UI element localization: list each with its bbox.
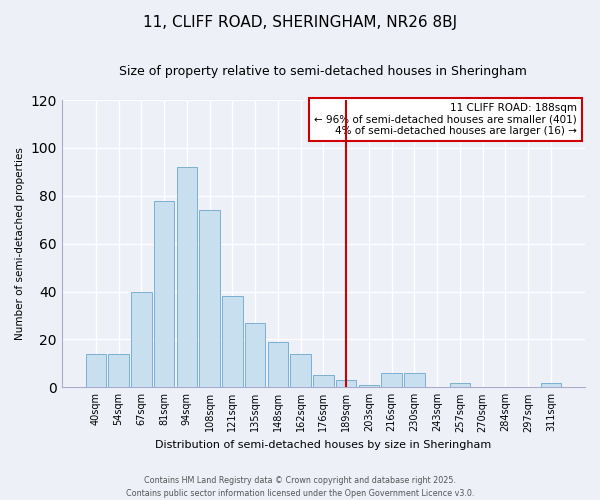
Y-axis label: Number of semi-detached properties: Number of semi-detached properties [15, 147, 25, 340]
Bar [86, 354, 106, 388]
Bar [290, 354, 311, 388]
Bar [382, 373, 402, 388]
Bar [109, 354, 129, 388]
Bar [541, 382, 561, 388]
Bar [176, 167, 197, 388]
Bar [154, 200, 175, 388]
Bar [359, 385, 379, 388]
Text: 11 CLIFF ROAD: 188sqm
← 96% of semi-detached houses are smaller (401)
4% of semi: 11 CLIFF ROAD: 188sqm ← 96% of semi-deta… [314, 103, 577, 136]
Bar [450, 382, 470, 388]
Bar [245, 322, 265, 388]
Text: Contains HM Land Registry data © Crown copyright and database right 2025.
Contai: Contains HM Land Registry data © Crown c… [126, 476, 474, 498]
Bar [199, 210, 220, 388]
Title: Size of property relative to semi-detached houses in Sheringham: Size of property relative to semi-detach… [119, 65, 527, 78]
Bar [404, 373, 425, 388]
Bar [131, 292, 152, 388]
Bar [336, 380, 356, 388]
Bar [313, 376, 334, 388]
Text: 11, CLIFF ROAD, SHERINGHAM, NR26 8BJ: 11, CLIFF ROAD, SHERINGHAM, NR26 8BJ [143, 15, 457, 30]
Bar [268, 342, 288, 388]
Bar [222, 296, 242, 388]
X-axis label: Distribution of semi-detached houses by size in Sheringham: Distribution of semi-detached houses by … [155, 440, 491, 450]
